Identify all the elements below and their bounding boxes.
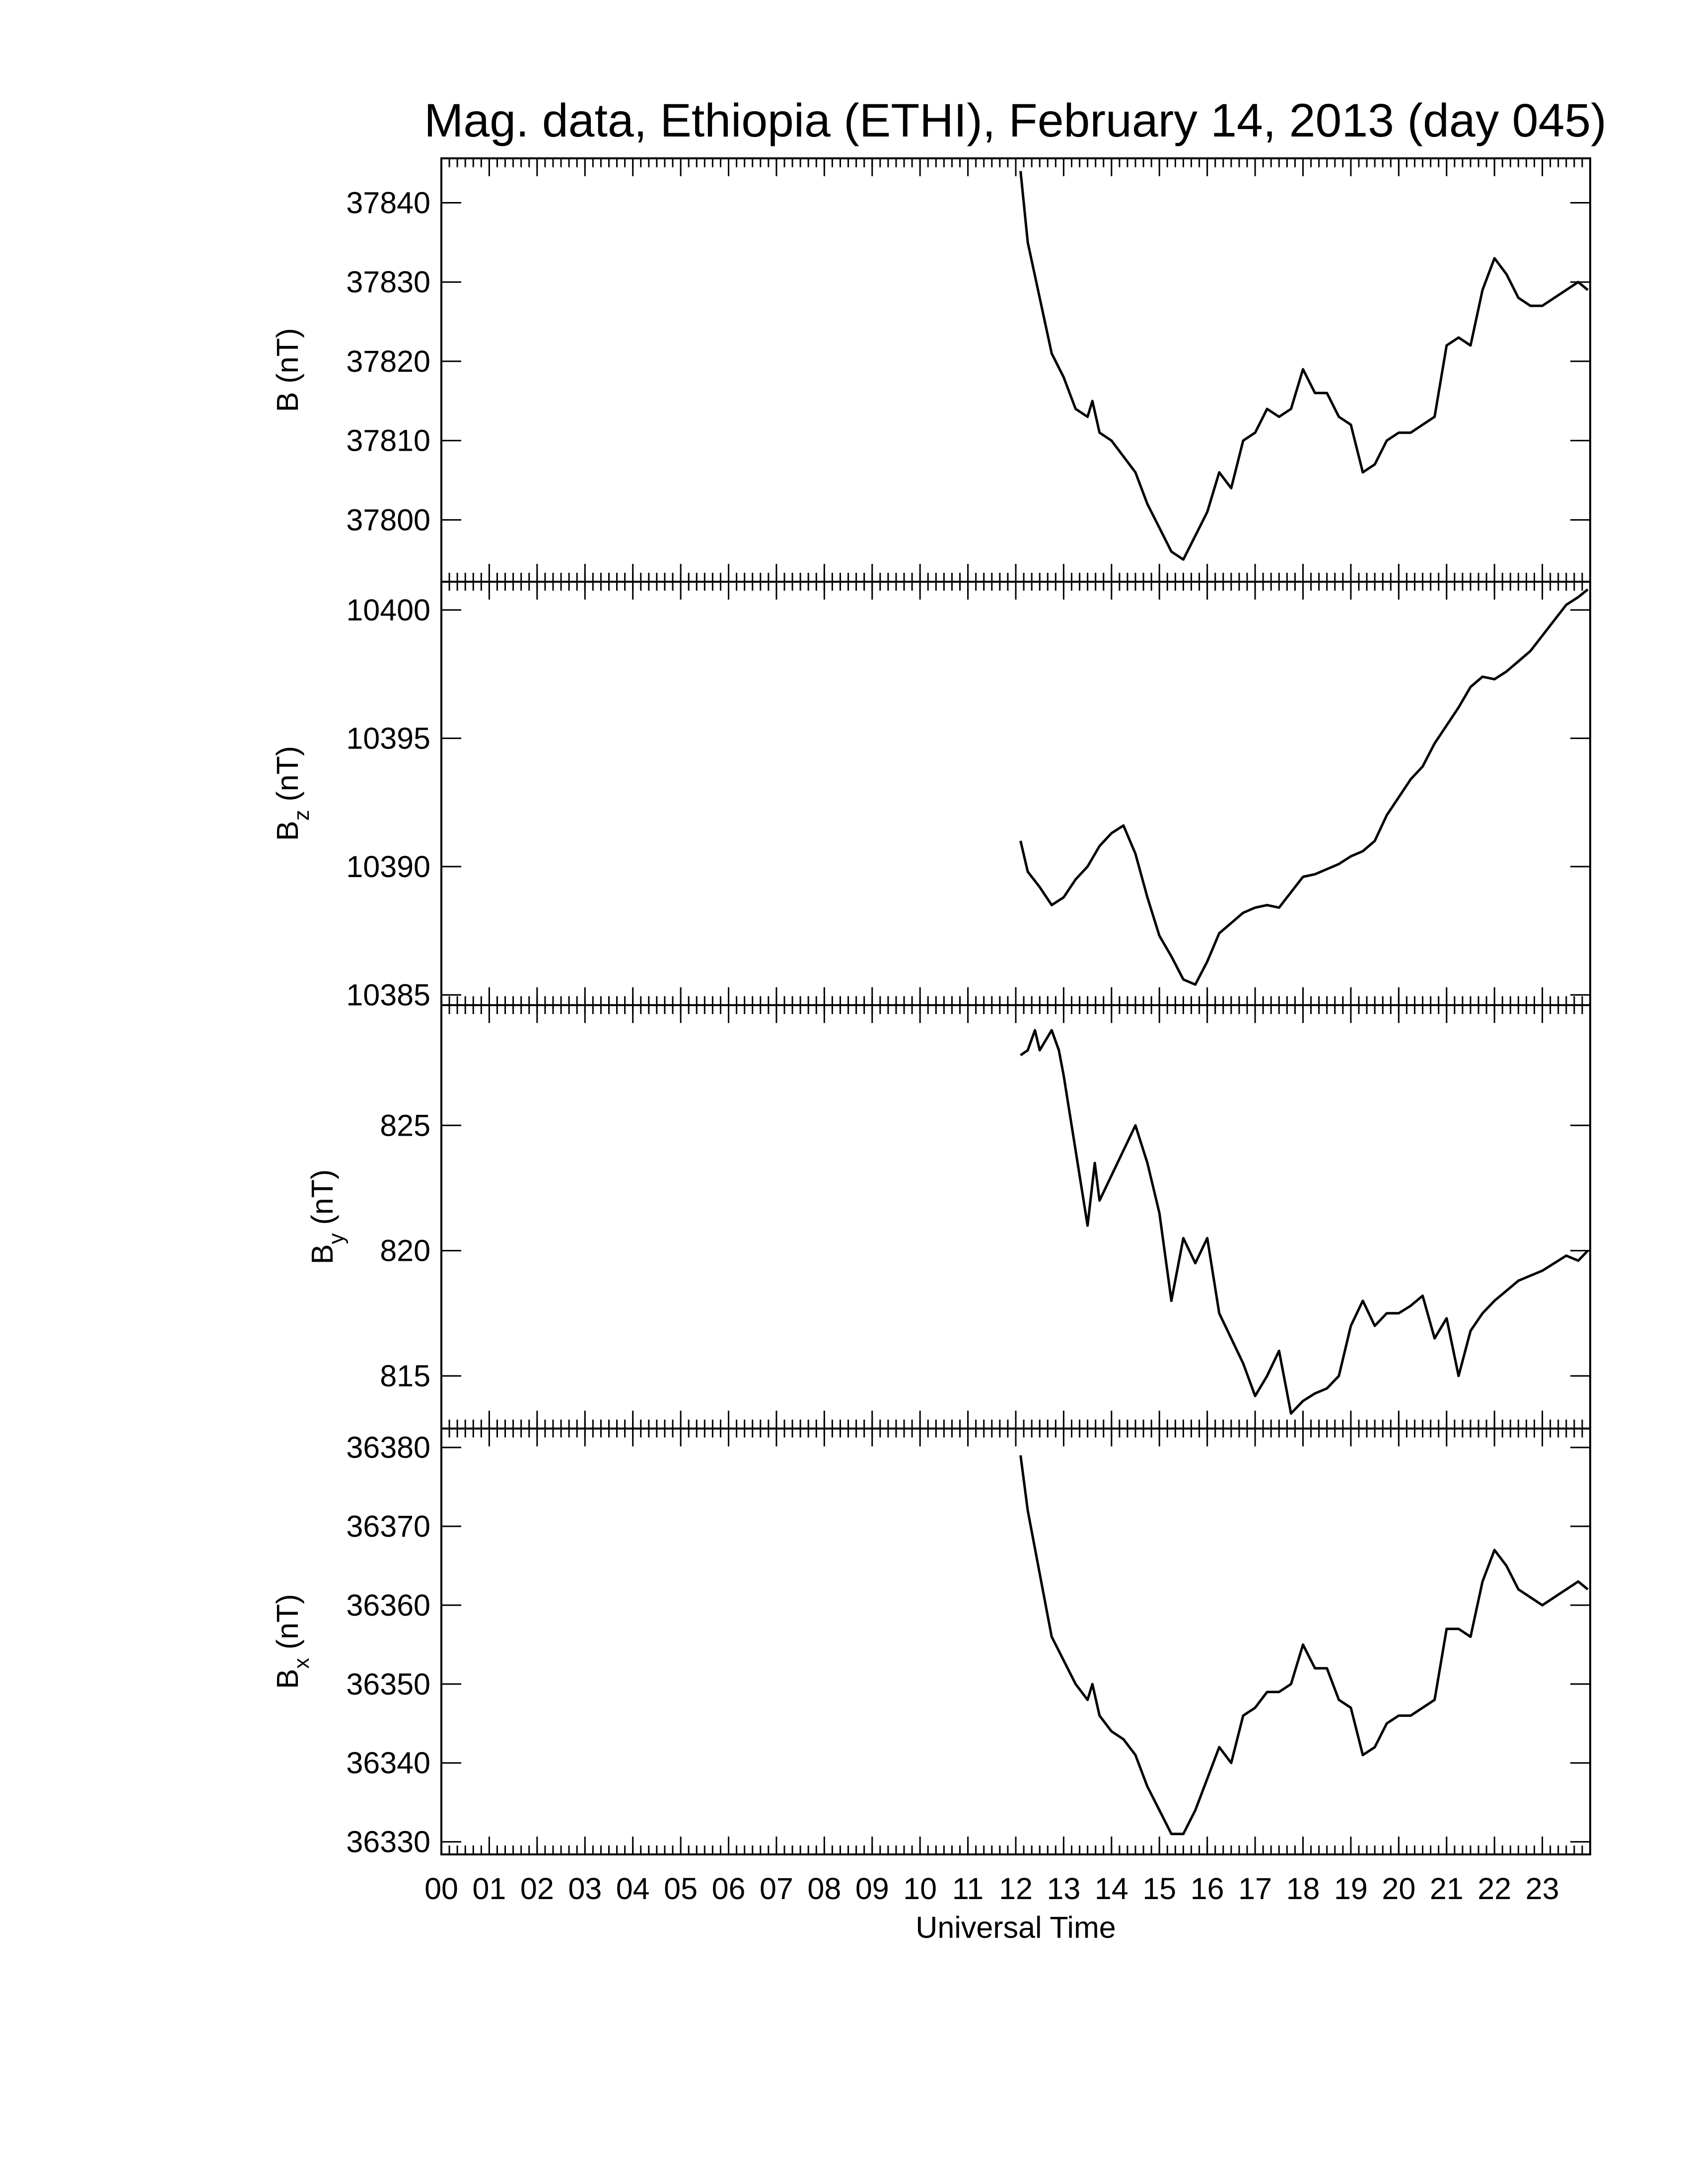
plot-frame xyxy=(440,1428,1591,1855)
x-tick-label: 22 xyxy=(1477,1872,1511,1906)
y-tick-label: 820 xyxy=(380,1234,430,1268)
y-label-subscript: y xyxy=(324,1233,349,1244)
y-label-subscript: x xyxy=(289,1658,314,1669)
y-axis-label: Bz (nT) xyxy=(271,746,314,841)
x-tick-label: 17 xyxy=(1238,1872,1272,1906)
y-label-unit: (nT) xyxy=(271,328,304,384)
data-line xyxy=(1019,588,1589,986)
x-tick-label: 01 xyxy=(472,1872,506,1906)
y-tick-label: 37840 xyxy=(346,186,430,219)
x-axis-label: Universal Time xyxy=(915,1911,1116,1944)
y-label-symbol: B xyxy=(271,1669,304,1689)
y-tick-label: 10400 xyxy=(346,593,430,627)
y-tick-label: 36340 xyxy=(346,1746,430,1780)
y-tick-label: 37800 xyxy=(346,503,430,537)
y-axis-label: By (nT) xyxy=(305,1169,349,1264)
y-label-unit: (nT) xyxy=(271,746,304,802)
x-tick-label: 13 xyxy=(1047,1872,1080,1906)
x-tick-label: 19 xyxy=(1334,1872,1368,1906)
x-tick-label: 05 xyxy=(664,1872,698,1906)
y-tick-label: 36330 xyxy=(346,1825,430,1859)
y-label-space xyxy=(271,1649,304,1658)
x-tick-label: 21 xyxy=(1430,1872,1464,1906)
x-tick-label: 00 xyxy=(424,1872,458,1906)
x-tick-label: 09 xyxy=(855,1872,889,1906)
y-label-space xyxy=(271,802,304,810)
x-tick-label: 14 xyxy=(1095,1872,1128,1906)
y-tick-label: 10395 xyxy=(346,721,430,755)
y-tick-label: 37810 xyxy=(346,424,430,458)
y-label-symbol: B xyxy=(305,1244,339,1265)
y-label-space xyxy=(305,1225,339,1233)
x-tick-label: 16 xyxy=(1191,1872,1224,1906)
y-label-symbol: B xyxy=(271,392,304,412)
y-tick-label: 10390 xyxy=(346,850,430,884)
y-axis-label: Bx (nT) xyxy=(271,1594,314,1689)
y-label-space xyxy=(271,384,304,392)
y-tick-label: 36370 xyxy=(346,1509,430,1543)
y-label-subscript: z xyxy=(289,810,314,821)
data-line xyxy=(1020,1029,1589,1415)
x-tick-label: 06 xyxy=(712,1872,746,1906)
plot-frame xyxy=(440,581,1591,1006)
y-tick-label: 37820 xyxy=(346,344,430,378)
y-label-unit: (nT) xyxy=(271,1594,304,1649)
plot-frame xyxy=(440,157,1591,583)
data-line xyxy=(1019,1455,1589,1836)
y-label-symbol: B xyxy=(271,821,304,841)
x-tick-label: 11 xyxy=(952,1872,984,1906)
x-tick-label: 20 xyxy=(1382,1872,1415,1906)
plot-frame xyxy=(440,1004,1591,1430)
x-tick-label: 02 xyxy=(520,1872,554,1906)
y-tick-label: 36360 xyxy=(346,1588,430,1622)
x-tick-label: 18 xyxy=(1286,1872,1320,1906)
chart-title: Mag. data, Ethiopia (ETHI), February 14,… xyxy=(424,94,1607,147)
y-tick-label: 10385 xyxy=(346,978,430,1012)
y-axis-label: B (nT) xyxy=(271,328,304,412)
y-tick-label: 815 xyxy=(380,1359,430,1393)
y-tick-label: 825 xyxy=(380,1108,430,1142)
data-line xyxy=(1019,171,1589,561)
x-tick-label: 03 xyxy=(568,1872,602,1906)
x-tick-label: 12 xyxy=(999,1872,1033,1906)
y-label-unit: (nT) xyxy=(305,1169,339,1225)
y-tick-label: 37830 xyxy=(346,265,430,299)
x-tick-label: 23 xyxy=(1526,1872,1559,1906)
x-tick-label: 07 xyxy=(760,1872,793,1906)
y-tick-label: 36380 xyxy=(346,1431,430,1464)
x-tick-label: 08 xyxy=(807,1872,841,1906)
y-tick-label: 36350 xyxy=(346,1667,430,1701)
x-tick-label: 10 xyxy=(903,1872,937,1906)
x-tick-label: 15 xyxy=(1142,1872,1176,1906)
x-tick-label: 04 xyxy=(616,1872,650,1906)
